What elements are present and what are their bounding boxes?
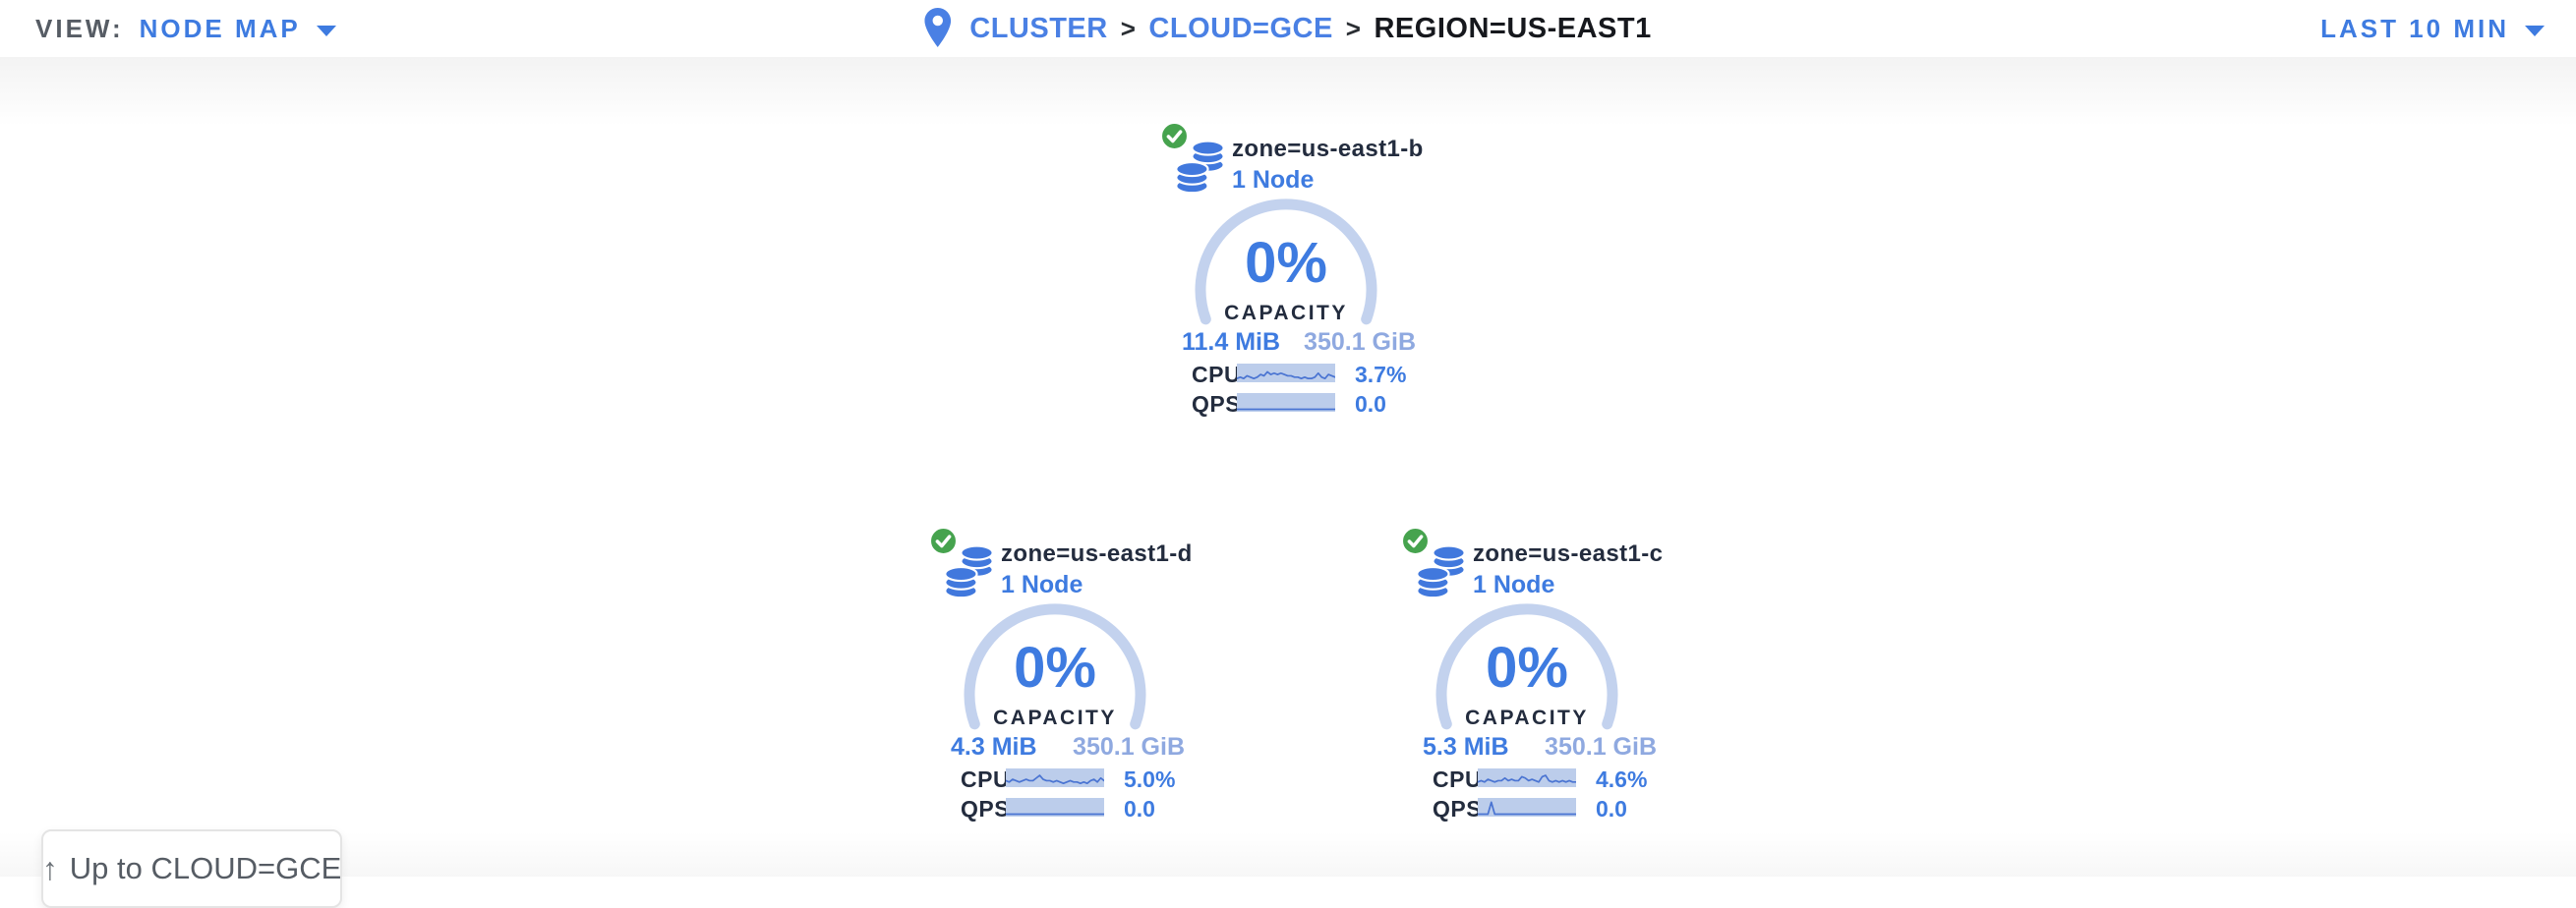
breadcrumb-separator: > [1345, 13, 1362, 43]
qps-metric-row: QPS 0.0 [878, 796, 1232, 822]
view-value: NODE MAP [139, 13, 301, 43]
cpu-metric-row: CPU 4.6% [1350, 766, 1704, 792]
zone-node-count: 1 Node [1232, 166, 1315, 194]
zone-name: zone=us-east1-b [1232, 136, 1424, 162]
capacity-label: CAPACITY [1224, 302, 1348, 324]
capacity-gauge-text: 0% CAPACITY [1350, 640, 1704, 730]
time-range-dropdown[interactable]: LAST 10 MIN [2320, 0, 2545, 57]
cpu-value: 4.6% [1596, 766, 1648, 792]
cpu-sparkline [1237, 364, 1335, 382]
breadcrumb-separator: > [1120, 13, 1137, 43]
qps-value: 0.0 [1355, 391, 1386, 417]
capacity-stats: 5.3 MiB 350.1 GiB [1423, 733, 1657, 762]
qps-label: QPS [961, 796, 1011, 822]
cpu-label: CPU [961, 766, 1011, 792]
qps-sparkline [1237, 393, 1335, 412]
capacity-total: 350.1 GiB [1545, 733, 1657, 761]
zone-node-count: 1 Node [1473, 571, 1555, 598]
chevron-down-icon [2525, 25, 2545, 36]
up-button-label: Up to CLOUD=GCE [69, 851, 342, 885]
zone-node-count: 1 Node [1001, 571, 1083, 598]
zone-card-us-east1-b[interactable]: zone=us-east1-b 1 Node 0% CAPACITY 11.4 … [1109, 120, 1463, 426]
qps-sparkline [1006, 798, 1104, 817]
view-dropdown[interactable]: VIEW: NODE MAP [35, 0, 336, 57]
capacity-stats: 4.3 MiB 350.1 GiB [951, 733, 1185, 762]
qps-label: QPS [1192, 391, 1242, 417]
cpu-value: 3.7% [1355, 362, 1407, 387]
capacity-used: 4.3 MiB [951, 733, 1037, 761]
capacity-percent: 0% [1014, 636, 1096, 700]
zone-name: zone=us-east1-c [1473, 540, 1664, 567]
capacity-percent: 0% [1245, 231, 1327, 295]
top-bar: VIEW: NODE MAP CLUSTER > CLOUD=GCE > REG… [0, 0, 2576, 57]
zone-name: zone=us-east1-d [1001, 540, 1193, 567]
location-pin-icon [924, 8, 952, 47]
cpu-sparkline [1478, 768, 1576, 787]
capacity-gauge-text: 0% CAPACITY [878, 640, 1232, 730]
database-stack-icon [944, 544, 994, 599]
healthy-status-icon [1400, 526, 1431, 556]
qps-metric-row: QPS 0.0 [1350, 796, 1704, 822]
database-stack-icon [1175, 140, 1225, 195]
capacity-percent: 0% [1486, 636, 1568, 700]
database-stack-icon [1416, 544, 1466, 599]
chevron-down-icon [316, 25, 336, 36]
cpu-sparkline [1006, 768, 1104, 787]
capacity-used: 5.3 MiB [1423, 733, 1509, 761]
capacity-stats: 11.4 MiB 350.1 GiB [1182, 328, 1416, 357]
capacity-gauge-arc [964, 603, 1146, 730]
cpu-label: CPU [1433, 766, 1483, 792]
capacity-gauge-arc [1435, 603, 1618, 730]
cpu-label: CPU [1192, 362, 1242, 387]
zone-card-us-east1-d[interactable]: zone=us-east1-d 1 Node 0% CAPACITY 4.3 M… [878, 525, 1232, 831]
arrow-up-icon: ↑ [41, 850, 58, 886]
capacity-used: 11.4 MiB [1182, 328, 1281, 356]
cpu-value: 5.0% [1124, 766, 1176, 792]
qps-value: 0.0 [1596, 796, 1627, 822]
breadcrumb-current-region: REGION=US-EAST1 [1374, 12, 1652, 44]
node-map-canvas: zone=us-east1-b 1 Node 0% CAPACITY 11.4 … [0, 57, 2576, 908]
capacity-label: CAPACITY [993, 707, 1117, 729]
capacity-total: 350.1 GiB [1304, 328, 1416, 356]
zone-card-us-east1-c[interactable]: zone=us-east1-c 1 Node 0% CAPACITY 5.3 M… [1350, 525, 1704, 831]
cpu-metric-row: CPU 5.0% [878, 766, 1232, 792]
breadcrumb-link-cloud-gce[interactable]: CLOUD=GCE [1148, 12, 1333, 44]
breadcrumb: CLUSTER > CLOUD=GCE > REGION=US-EAST1 [924, 0, 1651, 57]
healthy-status-icon [928, 526, 959, 556]
cpu-metric-row: CPU 3.7% [1109, 362, 1463, 387]
up-to-cloud-gce-button[interactable]: ↑ Up to CLOUD=GCE [41, 829, 342, 908]
qps-value: 0.0 [1124, 796, 1155, 822]
qps-metric-row: QPS 0.0 [1109, 391, 1463, 417]
healthy-status-icon [1159, 121, 1190, 151]
breadcrumb-link-cluster[interactable]: CLUSTER [969, 12, 1108, 44]
capacity-gauge-arc [1195, 199, 1377, 325]
capacity-label: CAPACITY [1465, 707, 1589, 729]
capacity-total: 350.1 GiB [1073, 733, 1185, 761]
qps-label: QPS [1433, 796, 1483, 822]
capacity-gauge-text: 0% CAPACITY [1109, 235, 1463, 325]
qps-sparkline [1478, 798, 1576, 817]
time-range-value: LAST 10 MIN [2320, 13, 2509, 43]
view-label: VIEW: [35, 13, 124, 43]
